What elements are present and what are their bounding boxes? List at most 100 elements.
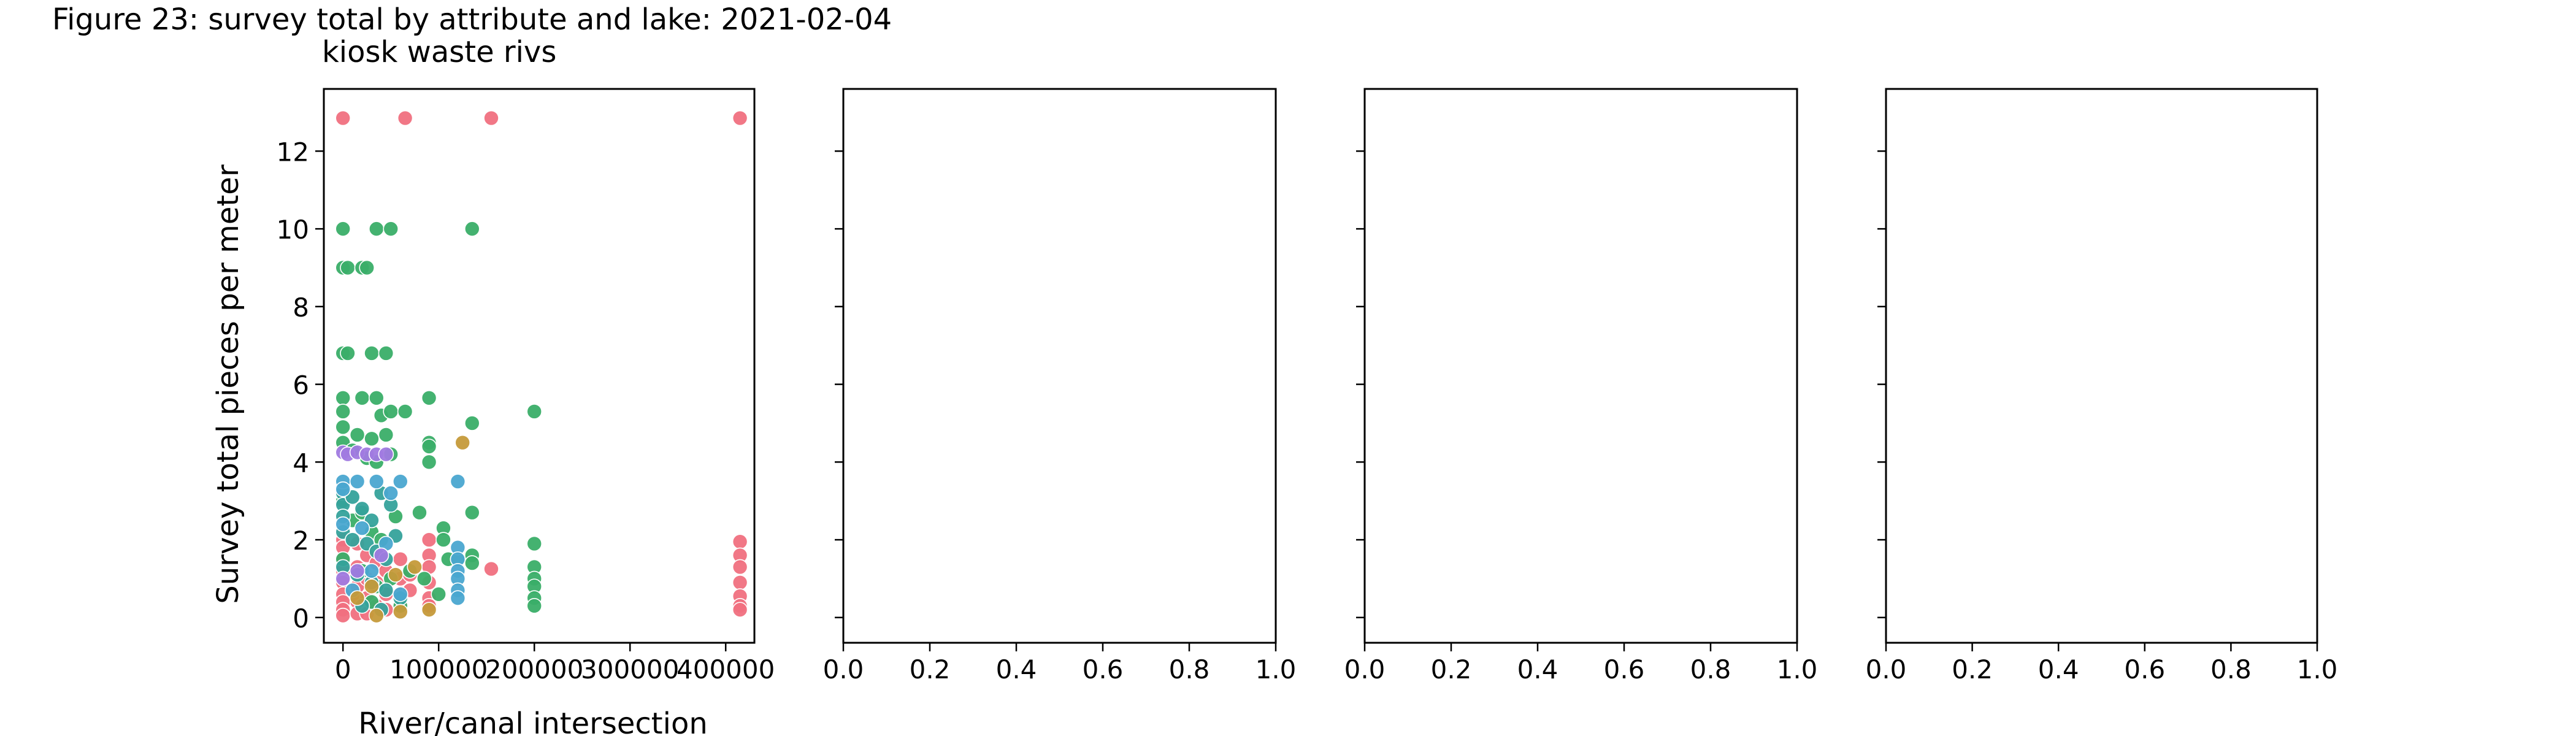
scatter-point [349, 427, 366, 443]
scatter-point [378, 582, 394, 599]
y-tick-label: 4 [293, 448, 309, 478]
scatter-point [359, 259, 375, 276]
scatter-point [335, 221, 351, 237]
scatter-point [732, 534, 748, 550]
figure-subtitle: kiosk waste rivs [322, 35, 556, 69]
scatter-point [421, 532, 437, 548]
scatter-point [335, 389, 351, 406]
x-tick-label: 0.6 [1083, 654, 1124, 684]
scatter-point [407, 559, 423, 575]
scatter-point [397, 404, 413, 420]
scatter-point [392, 473, 408, 489]
scatter-point [383, 485, 399, 501]
scatter-point [397, 110, 413, 126]
x-tick-label: 0.2 [1952, 654, 1993, 684]
scatter-point [344, 532, 361, 548]
scatter-point [392, 586, 408, 602]
x-tick-label: 0.8 [2210, 654, 2252, 684]
scatter-point [464, 504, 480, 521]
scatter-point [364, 562, 380, 579]
scatter-point [340, 259, 356, 276]
scatter-point [732, 110, 748, 126]
scatter-point [368, 473, 385, 489]
scatter-point [464, 221, 480, 237]
scatter-point [412, 504, 427, 521]
scatter-point [392, 604, 408, 620]
scatter-point [464, 415, 480, 431]
scatter-point [450, 473, 466, 489]
y-tick-label: 12 [277, 137, 309, 167]
scatter-point [364, 345, 380, 361]
scatter-point [392, 551, 408, 567]
y-tick-label: 10 [277, 215, 309, 245]
figure-title: Figure 23: survey total by attribute and… [52, 2, 892, 37]
empty-panel-2: 0.0 0.2 0.4 0.6 0.8 1.0 [823, 88, 1297, 684]
x-tick-label: 0.6 [1604, 654, 1645, 684]
x-tick-label: 0.2 [1431, 654, 1472, 684]
y-axis-label: Survey total pieces per meter [211, 164, 245, 604]
scatter-point [335, 110, 351, 126]
scatter-point [335, 570, 351, 587]
scatter-point [349, 562, 366, 579]
scatter-point [354, 520, 370, 536]
scatter-point [354, 389, 370, 406]
axes-frame [842, 88, 1277, 644]
x-tick-label: 0.2 [910, 654, 951, 684]
x-tick-label: 1.0 [1777, 654, 1818, 684]
scatter-point [526, 535, 543, 552]
scatter-point [364, 578, 380, 594]
scatter-point [335, 419, 351, 435]
scatter-point [364, 431, 380, 447]
scatter-point [450, 590, 466, 606]
scatter-point [416, 570, 432, 587]
scatter-point [349, 590, 366, 606]
scatter-point [373, 547, 389, 564]
x-tick-label: 200000 [485, 654, 583, 684]
scatter-point [383, 404, 399, 420]
x-tick-label: 1.0 [1255, 654, 1297, 684]
scatter-point [368, 221, 385, 237]
scatter-point [732, 602, 748, 618]
x-tick-label: 300000 [581, 654, 679, 684]
scatter-point [483, 561, 499, 577]
scatter-point [335, 404, 351, 420]
x-tick-label: 0.8 [1169, 654, 1210, 684]
scatter-point [388, 567, 404, 583]
scatter-point [335, 481, 351, 497]
y-tick-label: 8 [293, 293, 309, 323]
x-tick-label: 0 [335, 654, 351, 684]
scatter-point [354, 500, 370, 517]
x-tick-label: 0.6 [2124, 654, 2165, 684]
scatter-point [431, 586, 447, 602]
x-tick-label: 0.8 [1690, 654, 1731, 684]
x-tick-label: 0.4 [996, 654, 1037, 684]
x-tick-label: 0.4 [2038, 654, 2079, 684]
x-tick-label: 1.0 [2297, 654, 2338, 684]
scatter-point [378, 427, 394, 443]
x-tick-label: 400000 [677, 654, 775, 684]
y-tick-label: 0 [293, 604, 309, 634]
scatter-point [421, 439, 437, 454]
scatter-point [378, 345, 394, 361]
scatter-point [464, 555, 480, 571]
y-tick-label: 2 [293, 526, 309, 556]
axes-frame [1363, 88, 1798, 644]
x-tick-label: 100000 [389, 654, 488, 684]
x-tick-label: 0.0 [823, 654, 864, 684]
scatter-point [335, 607, 351, 624]
empty-panel-4: 0.0 0.2 0.4 0.6 0.8 1.0 [1866, 88, 2338, 684]
axes-frame [1885, 88, 2318, 644]
scatter-point [732, 559, 748, 575]
scatter-point [526, 597, 543, 614]
x-tick-label: 0.4 [1517, 654, 1558, 684]
scatter-point [732, 574, 748, 591]
x-tick-label: 0.0 [1344, 654, 1386, 684]
scatter-point [383, 221, 399, 237]
x-tick-label: 0.0 [1866, 654, 1907, 684]
y-tick-label: 6 [293, 370, 309, 401]
scatter-point [421, 602, 437, 618]
scatter-point [368, 389, 385, 406]
scatter-point [435, 532, 451, 548]
